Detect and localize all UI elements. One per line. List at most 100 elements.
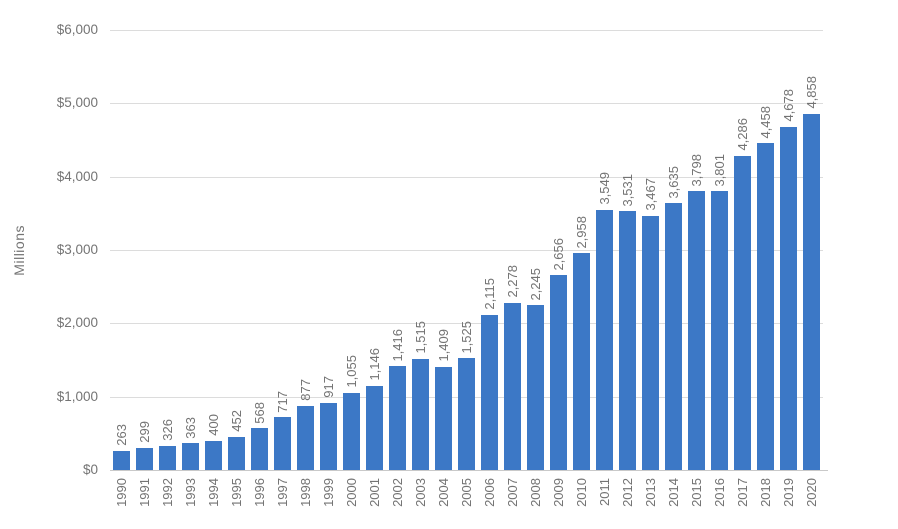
bar-value-label: 2,115 — [482, 278, 497, 310]
bar-2000 — [342, 392, 361, 470]
bar-2016 — [710, 191, 729, 470]
x-axis-tick-label: 2015 — [689, 478, 704, 507]
bar-1993 — [181, 443, 200, 470]
bar-1990 — [112, 450, 131, 470]
x-axis-tick-label: 2008 — [528, 478, 543, 507]
x-axis-tick-label: 2018 — [758, 478, 773, 507]
bar-2012 — [618, 211, 637, 470]
x-axis-tick-label: 1996 — [252, 478, 267, 507]
bar-value-label: 1,409 — [436, 329, 451, 362]
y-axis-tick-label: $0 — [82, 462, 98, 477]
bar-1997 — [273, 417, 292, 470]
bar-value-label: 1,146 — [367, 348, 382, 381]
bar-value-label: 3,549 — [597, 172, 612, 205]
bar-value-label: 4,286 — [735, 118, 750, 151]
x-axis-tick-label: 2014 — [666, 478, 681, 507]
bar-value-label: 2,656 — [551, 237, 566, 271]
bar-value-label: 2,278 — [505, 265, 520, 298]
x-axis-tick-label: 1993 — [183, 478, 198, 507]
bar-value-label: 4,678 — [781, 89, 796, 122]
bar-2004 — [434, 366, 453, 470]
x-axis-tick-label: 1999 — [321, 478, 336, 507]
bar-2008 — [526, 305, 545, 470]
x-axis-tick-label: 2009 — [551, 478, 566, 507]
bar-value-label: 3,798 — [689, 153, 704, 187]
gridline — [110, 30, 823, 31]
bar-2020 — [802, 113, 821, 470]
bar-value-label: 326 — [160, 419, 175, 442]
x-axis-tick-label: 2017 — [735, 478, 750, 507]
x-axis-tick-label: 2016 — [712, 478, 727, 507]
x-axis-tick-label: 2013 — [643, 478, 658, 507]
bar-2001 — [365, 385, 384, 470]
gridline — [110, 250, 823, 251]
x-axis-tick-label: 2011 — [597, 478, 612, 506]
x-axis-tick-label: 2010 — [574, 478, 589, 507]
x-axis-tick-label: 2003 — [413, 478, 428, 507]
bar-value-label: 4,458 — [758, 105, 773, 139]
gridline — [110, 176, 823, 178]
bar-value-label: 400 — [206, 413, 221, 436]
x-axis-tick-label: 2005 — [459, 478, 474, 507]
bar-2015 — [687, 191, 706, 470]
bar-1999 — [319, 402, 338, 470]
bar-value-label: 3,635 — [666, 165, 681, 199]
x-axis-tick-label: 1997 — [275, 478, 290, 507]
bar-2013 — [641, 215, 660, 470]
x-axis-tick-label: 1991 — [137, 478, 152, 507]
bar-1995 — [227, 436, 246, 470]
bar-value-label: 3,467 — [643, 178, 658, 211]
x-axis-line — [110, 470, 828, 471]
bar-1992 — [158, 446, 177, 470]
bar-value-label: 1,515 — [413, 321, 428, 354]
bar-2017 — [733, 155, 752, 470]
bar-value-label: 717 — [275, 390, 290, 413]
plot-area: 263 299 326 363 400 452 568 717 877 917 1,055 1,146… — [110, 30, 823, 470]
bar-value-label: 2,245 — [528, 267, 543, 301]
bar-2011 — [595, 209, 614, 470]
x-axis-tick-label: 1998 — [298, 478, 313, 507]
bar-2006 — [480, 314, 499, 470]
bar-2010 — [572, 253, 591, 470]
bar-1996 — [250, 428, 269, 470]
y-axis-tick-label: $3,000 — [56, 242, 98, 257]
bar-value-label: 1,416 — [390, 328, 405, 362]
gridline — [110, 323, 823, 325]
bar-value-label: 4,858 — [804, 76, 819, 109]
x-axis-tick-label: 2001 — [367, 478, 382, 507]
x-axis-tick-label: 2000 — [344, 478, 359, 507]
y-axis-tick-label: $1,000 — [56, 388, 98, 404]
bar-value-label: 2,958 — [574, 215, 589, 249]
x-axis-tick-label: 1995 — [229, 478, 244, 507]
x-axis-tick-label: 2002 — [390, 478, 405, 507]
bar-2014 — [664, 203, 683, 470]
bar-2005 — [457, 358, 476, 470]
x-axis-tick-label: 2004 — [436, 478, 451, 507]
bar-value-label: 877 — [298, 378, 313, 401]
y-axis-tick-label: $6,000 — [56, 22, 98, 37]
x-axis-tick-label: 2019 — [781, 478, 796, 507]
bar-value-label: 1,525 — [459, 320, 474, 354]
bar-2009 — [549, 275, 568, 470]
x-axis-tick-label: 1992 — [160, 478, 175, 507]
x-axis-tick-label: 2012 — [620, 478, 635, 507]
bar-value-label: 3,801 — [712, 153, 727, 187]
bar-value-label: 299 — [137, 421, 152, 444]
x-axis-tick-label: 1990 — [114, 478, 129, 507]
gridline — [110, 103, 823, 105]
bar-2002 — [388, 366, 407, 470]
y-axis-tick-label: $2,000 — [56, 315, 98, 331]
bar-value-label: 3,531 — [620, 173, 635, 207]
y-axis-tick-label: $4,000 — [56, 168, 98, 184]
bar-2007 — [503, 302, 522, 470]
x-axis-tick-label: 2007 — [505, 478, 520, 507]
bar-1994 — [204, 440, 223, 470]
bar-2019 — [779, 126, 798, 470]
bar-value-label: 452 — [229, 410, 244, 432]
bar-2018 — [756, 143, 775, 470]
x-axis-tick-label: 2006 — [482, 478, 497, 507]
x-axis-tick-label: 1994 — [206, 478, 221, 507]
bar-value-label: 568 — [252, 401, 267, 424]
bar-2003 — [411, 358, 430, 470]
